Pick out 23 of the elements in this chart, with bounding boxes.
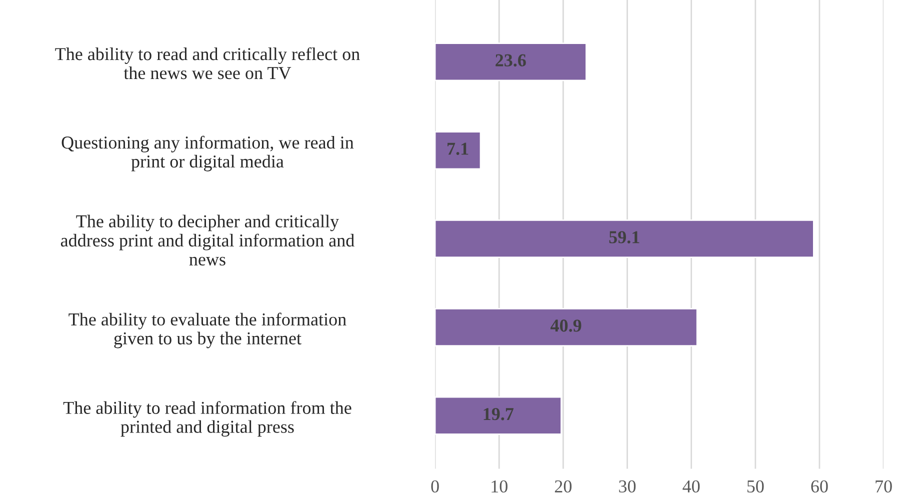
- data-label: 59.1: [609, 231, 640, 244]
- data-label: 19.7: [484, 408, 514, 420]
- y-tick-label: Questioning any information, we read in print or digital media: [62, 136, 354, 172]
- bar: [435, 308, 698, 346]
- x-tick-label: 20: [554, 480, 572, 493]
- y-tick-label: The ability to decipher and critically address print and digital information and news: [60, 214, 354, 266]
- x-tick-label: 40: [682, 480, 700, 493]
- data-label: 7.1: [448, 142, 468, 155]
- bar: [435, 42, 587, 82]
- x-tick-label: 70: [876, 480, 892, 493]
- y-tick-label: The ability to read information from the printed and digital press: [63, 401, 352, 437]
- x-tick-label: 0: [431, 480, 439, 493]
- bar: [435, 131, 482, 170]
- x-tick-label: 30: [619, 480, 636, 493]
- y-tick-label: The ability to evaluate the information given to us by the internet: [68, 312, 346, 348]
- bar: [435, 396, 562, 435]
- data-label: 23.6: [496, 54, 526, 67]
- x-tick-label: 60: [811, 480, 828, 493]
- y-tick-label: The ability to read and critically reflect on the news we see on TV: [55, 47, 360, 80]
- data-label: 40.9: [550, 320, 582, 332]
- x-tick-label: 10: [492, 480, 508, 493]
- x-tick-label: 50: [747, 480, 764, 493]
- bar: [435, 220, 814, 258]
